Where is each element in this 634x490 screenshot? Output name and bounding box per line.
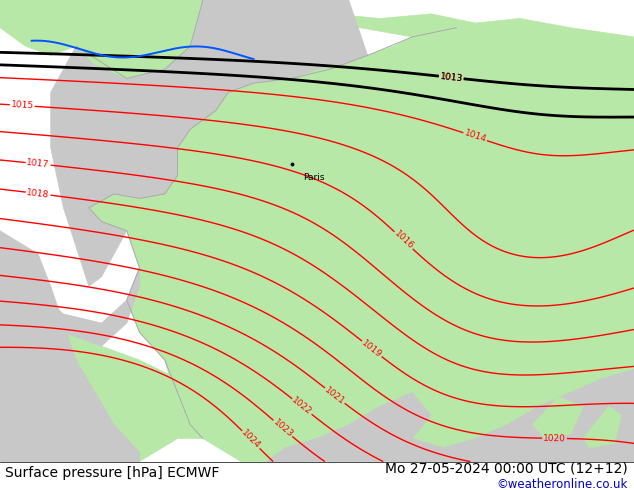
Text: Mo 27-05-2024 00:00 UTC (12+12): Mo 27-05-2024 00:00 UTC (12+12) — [385, 462, 628, 476]
Polygon shape — [51, 0, 368, 286]
Polygon shape — [0, 314, 203, 462]
Polygon shape — [0, 0, 127, 55]
Polygon shape — [431, 378, 456, 425]
Text: Paris: Paris — [303, 173, 325, 182]
Polygon shape — [393, 369, 634, 462]
Polygon shape — [0, 231, 139, 346]
Text: 1024: 1024 — [240, 428, 262, 451]
Polygon shape — [444, 314, 507, 416]
Polygon shape — [76, 0, 203, 78]
Polygon shape — [0, 231, 139, 462]
Polygon shape — [89, 0, 634, 462]
Text: 1020: 1020 — [543, 434, 566, 443]
Text: 1022: 1022 — [290, 396, 314, 417]
Polygon shape — [583, 406, 621, 448]
Text: ©weatheronline.co.uk: ©weatheronline.co.uk — [496, 478, 628, 490]
Text: Surface pressure [hPa] ECMWF: Surface pressure [hPa] ECMWF — [5, 466, 219, 480]
Text: 1016: 1016 — [392, 229, 415, 251]
Text: 1013: 1013 — [439, 72, 463, 83]
Polygon shape — [533, 397, 583, 439]
Text: 1018: 1018 — [26, 188, 50, 199]
Text: 1019: 1019 — [360, 338, 384, 360]
Text: 1017: 1017 — [26, 158, 50, 170]
Text: 1013: 1013 — [439, 72, 463, 83]
Polygon shape — [266, 392, 431, 462]
Text: 1014: 1014 — [463, 129, 488, 145]
Text: 1021: 1021 — [323, 385, 347, 406]
Text: 1023: 1023 — [271, 417, 294, 439]
Text: 1015: 1015 — [11, 100, 34, 111]
